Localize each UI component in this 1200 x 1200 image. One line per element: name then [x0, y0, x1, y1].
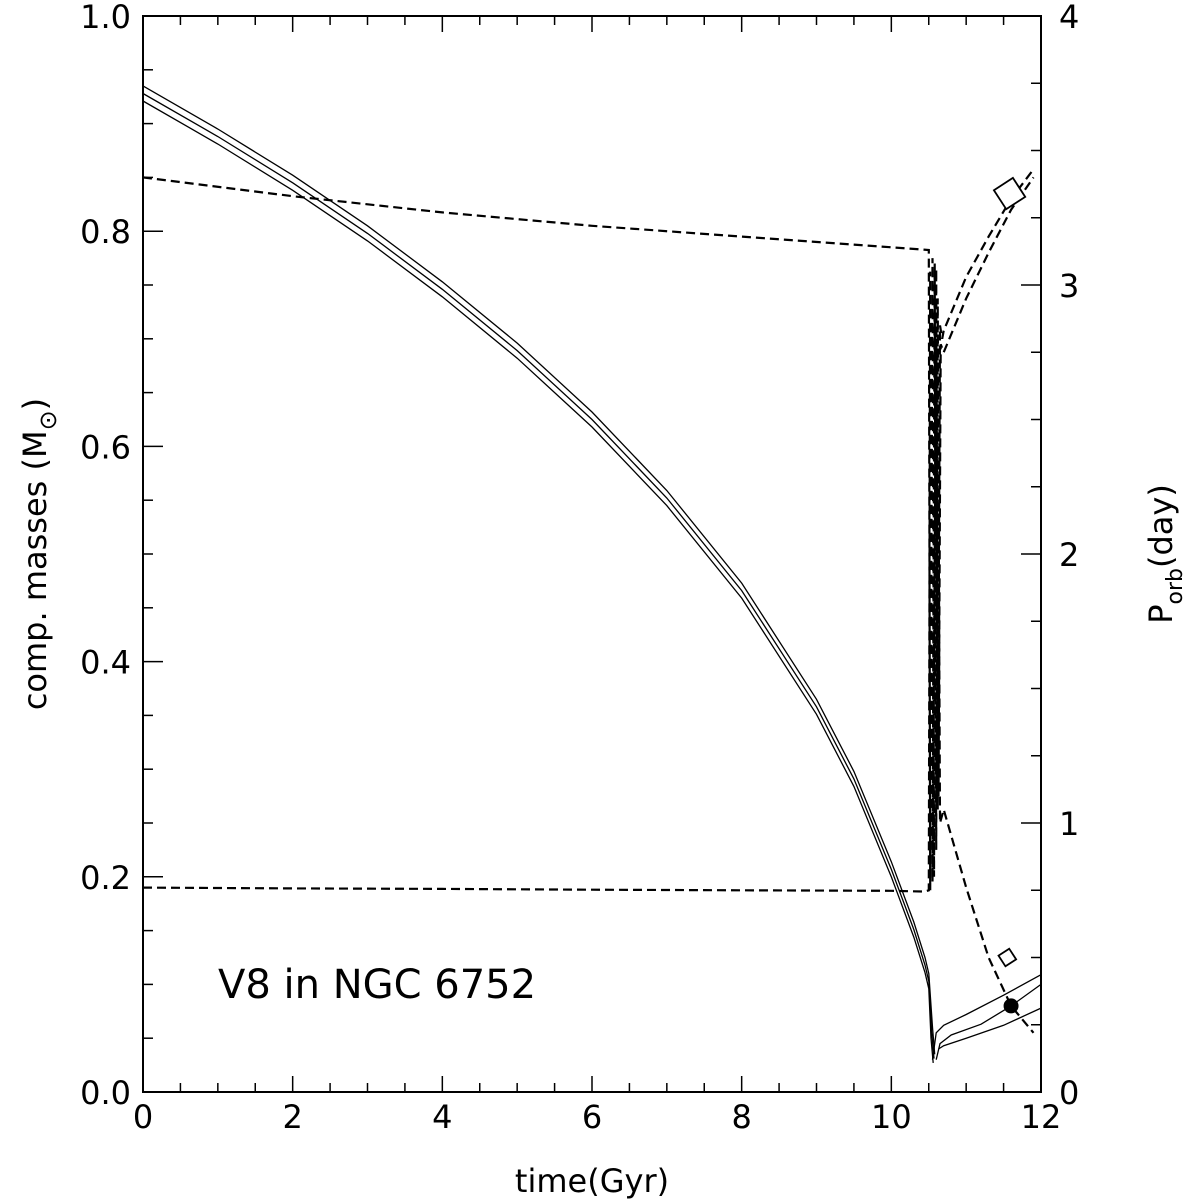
y-left-close: ): [16, 398, 54, 410]
y-right-tick-label: 1: [1059, 805, 1079, 843]
y-right-main: P: [1142, 605, 1180, 624]
y-left-tick-label: 0.6: [80, 428, 131, 466]
tick-marks: [142, 15, 1042, 1093]
x-tick-label: 10: [871, 1098, 912, 1136]
plot-frame: [142, 15, 1042, 1093]
x-tick-label: 8: [731, 1098, 751, 1136]
marker-diamond-1: [992, 176, 1027, 211]
marker-circle-3: [1003, 998, 1019, 1014]
series-line-8: [142, 263, 1035, 1034]
y-left-tick-label: 0.4: [80, 644, 131, 682]
series-line-7: [142, 168, 1035, 891]
series-line-3: [142, 100, 934, 1063]
y-axis-label-right: Porb(day): [1142, 484, 1188, 624]
y-right-tick-label: 4: [1059, 0, 1079, 36]
plot-annotation: V8 in NGC 6752: [218, 962, 536, 1008]
x-tick-label: 2: [282, 1098, 302, 1136]
x-axis-label: time(Gyr): [515, 1162, 669, 1200]
y-axis-label-left: comp. masses (M⊙): [16, 398, 62, 710]
y-left-sub: ⊙: [34, 410, 62, 430]
series-line-9: [931, 176, 1035, 877]
y-left-tick-label: 0.8: [80, 213, 131, 251]
marker-diamond-2: [997, 947, 1018, 968]
y-left-main: comp. masses (M: [16, 430, 54, 710]
y-right-tick-label: 2: [1059, 536, 1079, 574]
marker-layer: [992, 176, 1027, 1014]
series-line-1: [142, 85, 936, 1055]
y-left-tick-label: 0.0: [80, 1074, 131, 1112]
y-left-tick-label: 1.0: [80, 0, 131, 36]
series-line-6: [938, 1007, 1042, 1050]
y-right-sub: orb: [1163, 568, 1188, 604]
x-tick-label: 6: [582, 1098, 602, 1136]
y-left-tick-label: 0.2: [80, 859, 131, 897]
y-right-tick-label: 0: [1059, 1074, 1079, 1112]
series-layer: [142, 85, 1042, 1063]
x-tick-label: 0: [133, 1098, 153, 1136]
y-right-tick-label: 3: [1059, 267, 1079, 305]
y-right-rest: (day): [1142, 484, 1180, 568]
x-tick-label: 12: [1021, 1098, 1062, 1136]
series-line-2: [142, 92, 935, 1059]
series-line-4: [931, 974, 1042, 1060]
x-tick-label: 4: [432, 1098, 452, 1136]
